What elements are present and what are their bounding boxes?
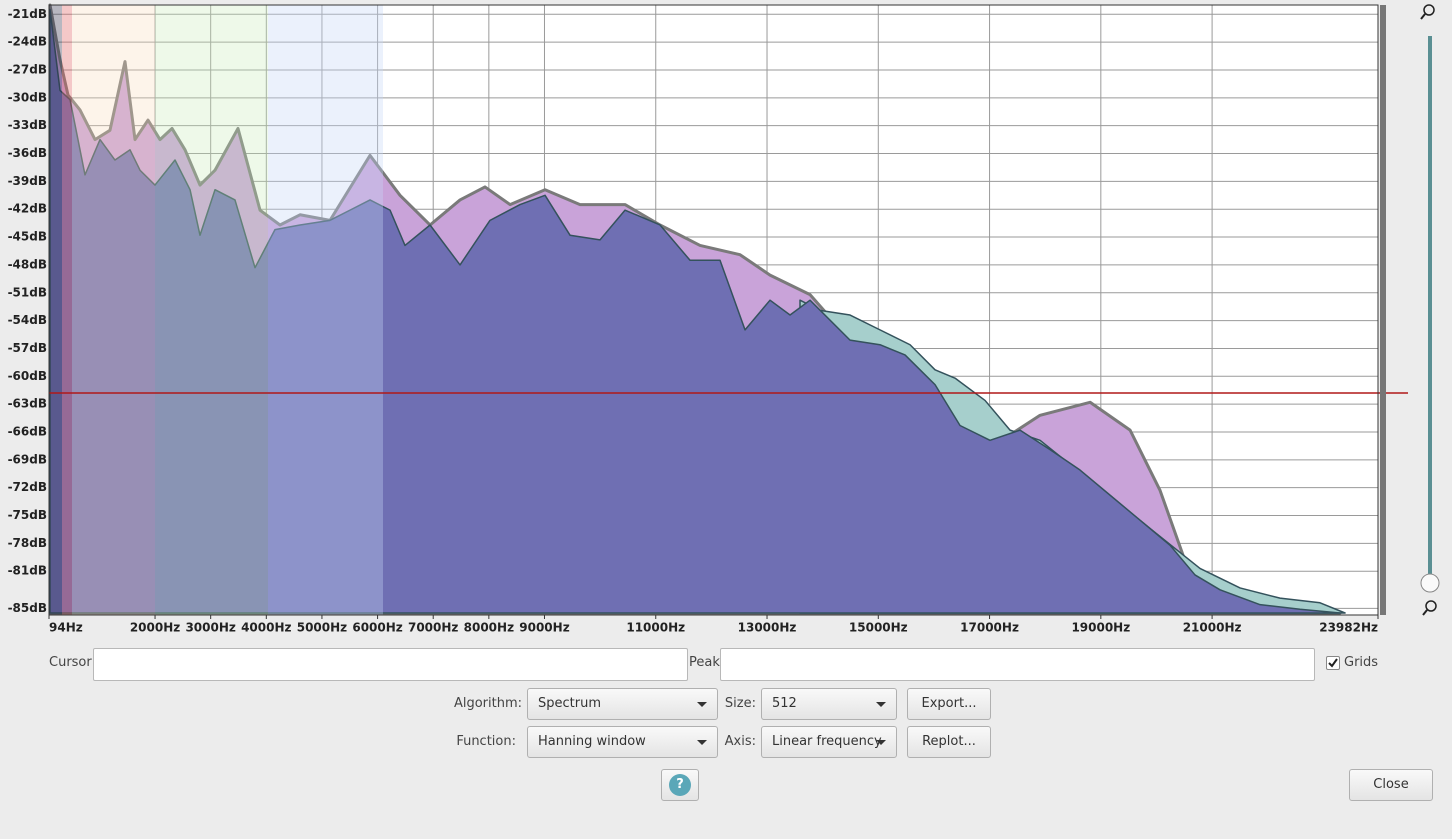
zoom-in-handle (1420, 13, 1426, 20)
plot-border (48, 4, 1379, 616)
axis-labels: -21dB -24dB -27dB -30dB -33dB -36dB -39dB -42dB… (8, 7, 1379, 635)
zoom-out-icon[interactable] (1425, 600, 1437, 612)
x-tick-label: 2000Hz (130, 621, 180, 635)
y-tick-label: -51dB (8, 285, 47, 299)
x-tick-label: 8000Hz (464, 621, 514, 635)
close-button[interactable]: Close (1349, 769, 1433, 801)
scroll-edge (1380, 5, 1386, 615)
export-button[interactable]: Export... (907, 688, 991, 720)
y-tick-label: -72dB (8, 480, 47, 494)
zoom-slider[interactable] (1420, 4, 1440, 616)
y-tick-label: -27dB (8, 62, 47, 76)
x-tick-label: 21000Hz (1183, 621, 1242, 635)
y-tick-label: -85dB (8, 601, 47, 615)
x-tick-label: 4000Hz (241, 621, 291, 635)
y-tick-label: -39dB (8, 174, 47, 188)
function-label: Function: (456, 734, 516, 749)
check-mark (1328, 658, 1338, 668)
x-tick-label: 9000Hz (519, 621, 569, 635)
y-tick-label: -57dB (8, 341, 47, 355)
x-tick-label: 94Hz (49, 621, 83, 635)
x-tick-label: 11000Hz (626, 621, 685, 635)
y-tick-label: -78dB (8, 536, 47, 550)
help-icon: ? (669, 774, 691, 796)
axis-dropdown[interactable]: Linear frequency (761, 726, 897, 758)
slider-track[interactable] (1428, 36, 1432, 582)
band (62, 5, 72, 615)
y-tick-label: -63dB (8, 397, 47, 411)
cursor-label: Cursor: (49, 655, 96, 670)
peak-field[interactable] (720, 648, 1315, 681)
x-tick-label: 3000Hz (185, 621, 235, 635)
slider-knob[interactable] (1420, 573, 1440, 593)
x-tick-label: 19000Hz (1071, 621, 1130, 635)
y-tick-label: -81dB (8, 564, 47, 578)
band (268, 5, 383, 615)
grids-label[interactable]: Grids (1344, 655, 1379, 670)
check-path (1328, 658, 1338, 668)
algorithm-label: Algorithm: (453, 696, 522, 711)
y-tick-label: -48dB (8, 257, 47, 271)
cursor-field[interactable] (93, 648, 688, 681)
zoom-out-handle (1422, 609, 1428, 616)
band (49, 5, 62, 615)
help-button[interactable]: ? (661, 769, 699, 801)
y-tick-label: -45dB (8, 230, 47, 244)
x-tick-label: 6000Hz (352, 621, 402, 635)
y-tick-label: -36dB (8, 146, 47, 160)
band (155, 5, 268, 615)
spectrum-plot: -21dB -24dB -27dB -30dB -33dB -36dB -39dB -42dB… (8, 3, 1440, 635)
x-tick-label: 13000Hz (738, 621, 797, 635)
y-tick-label: -69dB (8, 452, 47, 466)
peak-label: Peak: (689, 655, 725, 670)
x-tick-label: 23982Hz (1319, 621, 1378, 635)
size-dropdown[interactable]: 512 (761, 688, 897, 720)
size-label: Size: (724, 696, 756, 711)
y-tick-label: -54dB (8, 313, 47, 327)
band (72, 5, 155, 615)
y-tick-label: -75dB (8, 508, 47, 522)
x-tick-label: 7000Hz (408, 621, 458, 635)
spectrum-areas (48, 3, 1346, 615)
frequency-bands (49, 5, 383, 615)
y-tick-label: -60dB (8, 369, 47, 383)
y-tick-label: -42dB (8, 202, 47, 216)
x-tick-label: 17000Hz (960, 621, 1019, 635)
y-tick-label: -33dB (8, 118, 47, 132)
y-tick-label: -21dB (8, 7, 47, 21)
x-tick-label: 5000Hz (297, 621, 347, 635)
y-tick-label: -66dB (8, 424, 47, 438)
zoom-in-icon[interactable] (1423, 4, 1435, 16)
y-tick-label: -30dB (8, 90, 47, 104)
grids-checkbox[interactable] (1326, 656, 1340, 670)
axis-label: Axis: (724, 734, 756, 749)
spectrum-area (49, 8, 1341, 614)
y-tick-label: -24dB (8, 35, 47, 49)
replot-button[interactable]: Replot... (907, 726, 991, 758)
function-dropdown[interactable]: Hanning window (527, 726, 718, 758)
algorithm-dropdown[interactable]: Spectrum (527, 688, 718, 720)
x-tick-label: 15000Hz (849, 621, 908, 635)
